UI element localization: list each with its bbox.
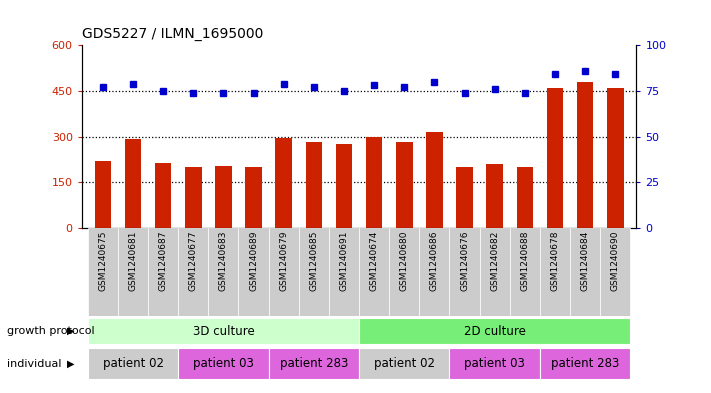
Text: ▶: ▶ bbox=[67, 326, 75, 336]
Text: patient 283: patient 283 bbox=[551, 357, 619, 370]
Bar bbox=[359, 228, 389, 316]
Bar bbox=[426, 132, 443, 228]
Text: GSM1240679: GSM1240679 bbox=[279, 231, 288, 291]
Text: growth protocol: growth protocol bbox=[7, 326, 95, 336]
Text: patient 283: patient 283 bbox=[279, 357, 348, 370]
Text: GSM1240675: GSM1240675 bbox=[98, 231, 107, 291]
Text: patient 02: patient 02 bbox=[102, 357, 164, 370]
Bar bbox=[419, 228, 449, 316]
Bar bbox=[547, 88, 563, 228]
Bar bbox=[449, 228, 480, 316]
Bar bbox=[516, 167, 533, 228]
Bar bbox=[336, 144, 352, 228]
Text: GSM1240680: GSM1240680 bbox=[400, 231, 409, 291]
Bar bbox=[540, 228, 570, 316]
Text: GSM1240687: GSM1240687 bbox=[159, 231, 168, 291]
Bar bbox=[449, 347, 540, 380]
Bar bbox=[87, 347, 178, 380]
Text: patient 03: patient 03 bbox=[193, 357, 254, 370]
Bar bbox=[480, 228, 510, 316]
Bar bbox=[87, 228, 118, 316]
Bar bbox=[87, 318, 359, 344]
Bar bbox=[389, 228, 419, 316]
Text: GDS5227 / ILMN_1695000: GDS5227 / ILMN_1695000 bbox=[82, 27, 263, 41]
Bar bbox=[245, 167, 262, 228]
Text: GSM1240678: GSM1240678 bbox=[550, 231, 560, 291]
Bar bbox=[148, 228, 178, 316]
Bar bbox=[124, 139, 141, 228]
Text: GSM1240686: GSM1240686 bbox=[430, 231, 439, 291]
Bar bbox=[155, 163, 171, 228]
Text: GSM1240681: GSM1240681 bbox=[129, 231, 137, 291]
Text: GSM1240684: GSM1240684 bbox=[581, 231, 589, 291]
Text: GSM1240688: GSM1240688 bbox=[520, 231, 529, 291]
Bar bbox=[275, 138, 292, 228]
Text: 2D culture: 2D culture bbox=[464, 325, 525, 338]
Bar bbox=[178, 228, 208, 316]
Text: ▶: ▶ bbox=[67, 358, 75, 369]
Bar bbox=[486, 164, 503, 228]
Bar bbox=[510, 228, 540, 316]
Bar bbox=[329, 228, 359, 316]
Text: GSM1240689: GSM1240689 bbox=[249, 231, 258, 291]
Bar bbox=[215, 165, 232, 228]
Bar bbox=[607, 88, 624, 228]
Text: GSM1240685: GSM1240685 bbox=[309, 231, 319, 291]
Bar bbox=[208, 228, 238, 316]
Bar bbox=[269, 347, 359, 380]
Bar bbox=[269, 228, 299, 316]
Bar bbox=[600, 228, 631, 316]
Text: GSM1240677: GSM1240677 bbox=[189, 231, 198, 291]
Bar bbox=[299, 228, 329, 316]
Bar bbox=[540, 347, 631, 380]
Bar bbox=[366, 136, 383, 228]
Bar bbox=[570, 228, 600, 316]
Text: GSM1240691: GSM1240691 bbox=[339, 231, 348, 291]
Bar bbox=[178, 347, 269, 380]
Bar bbox=[306, 142, 322, 228]
Bar bbox=[359, 347, 449, 380]
Text: GSM1240676: GSM1240676 bbox=[460, 231, 469, 291]
Text: patient 03: patient 03 bbox=[464, 357, 525, 370]
Bar bbox=[118, 228, 148, 316]
Text: individual: individual bbox=[7, 358, 62, 369]
Bar bbox=[456, 167, 473, 228]
Bar bbox=[359, 318, 631, 344]
Bar bbox=[396, 142, 412, 228]
Text: GSM1240690: GSM1240690 bbox=[611, 231, 620, 291]
Bar bbox=[577, 82, 594, 228]
Text: GSM1240674: GSM1240674 bbox=[370, 231, 379, 291]
Text: GSM1240682: GSM1240682 bbox=[490, 231, 499, 291]
Bar bbox=[238, 228, 269, 316]
Bar bbox=[95, 161, 111, 228]
Text: 3D culture: 3D culture bbox=[193, 325, 255, 338]
Text: patient 02: patient 02 bbox=[374, 357, 434, 370]
Bar bbox=[185, 167, 202, 228]
Text: GSM1240683: GSM1240683 bbox=[219, 231, 228, 291]
